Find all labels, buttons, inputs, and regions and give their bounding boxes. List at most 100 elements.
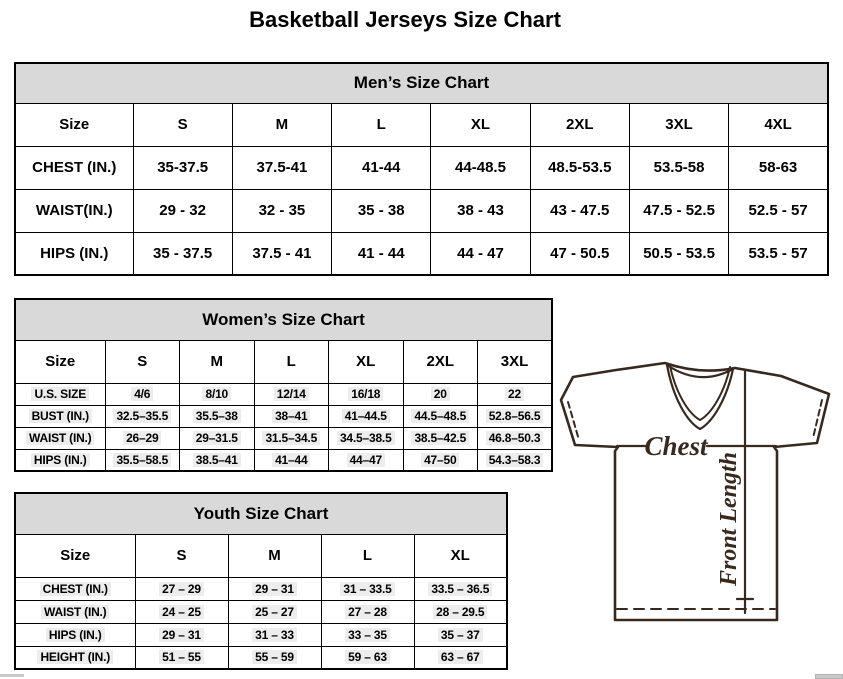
size-value-cell: 32 - 35 bbox=[231, 188, 333, 233]
size-header: XL bbox=[430, 102, 531, 147]
size-value-cell: 52.8–56.5 bbox=[477, 404, 553, 428]
table-title: Youth Size Chart bbox=[14, 492, 508, 535]
size-value-cell: 25 – 27 bbox=[227, 599, 322, 624]
size-header: M bbox=[227, 533, 322, 578]
size-value-cell: 29 – 31 bbox=[134, 622, 229, 647]
size-value-cell: 52.5 - 57 bbox=[728, 188, 829, 233]
size-value-cell: 55 – 59 bbox=[227, 645, 322, 670]
size-value-cell: 32.5–35.5 bbox=[104, 404, 180, 428]
size-value-cell: 50.5 - 53.5 bbox=[628, 231, 730, 276]
table-title-row: Youth Size Chart bbox=[14, 492, 508, 535]
size-value-cell: 20 bbox=[402, 382, 478, 406]
size-header: 3XL bbox=[628, 102, 730, 147]
size-header: S bbox=[104, 339, 180, 384]
size-column-label: Size bbox=[14, 339, 106, 384]
measurement-row: BUST (IN.) 32.5–35.5 35.5–38 38–41 41–44.5 44… bbox=[14, 404, 553, 428]
table-title: Women’s Size Chart bbox=[14, 298, 553, 341]
size-value-cell: 12/14 bbox=[253, 382, 329, 406]
size-value-cell: 16/18 bbox=[328, 382, 404, 406]
size-header: L bbox=[253, 339, 329, 384]
measurement-row: WAIST (IN.) 24 – 25 25 – 27 27 – 28 28 – 29.… bbox=[14, 599, 508, 624]
size-header: M bbox=[231, 102, 333, 147]
size-header: XL bbox=[413, 533, 508, 578]
size-value-cell: 35 - 38 bbox=[331, 188, 432, 233]
measurement-row: U.S. SIZE 4/6 8/10 12/14 16/18 20 22 bbox=[14, 382, 553, 406]
size-value-cell: 22 bbox=[477, 382, 553, 406]
horizontal-scrollbar-fragment-left[interactable] bbox=[0, 674, 24, 677]
table-title: Men’s Size Chart bbox=[14, 62, 829, 104]
size-value-cell: 63 – 67 bbox=[413, 645, 508, 670]
size-value-cell: 43 - 47.5 bbox=[529, 188, 630, 233]
size-header: 4XL bbox=[728, 102, 829, 147]
column-header-row: Size S M L XL 2XL 3XL 4XL bbox=[14, 102, 829, 147]
size-header: M bbox=[179, 339, 255, 384]
jersey-measurement-diagram: Chest Front Length bbox=[556, 356, 843, 626]
measurement-row-label: WAIST (IN.) bbox=[14, 426, 106, 450]
size-value-cell: 24 – 25 bbox=[134, 599, 229, 624]
size-value-cell: 44–47 bbox=[328, 448, 404, 472]
size-value-cell: 54.3–58.3 bbox=[477, 448, 553, 472]
size-value-cell: 44.5–48.5 bbox=[402, 404, 478, 428]
size-column-label: Size bbox=[14, 102, 134, 147]
horizontal-scrollbar-fragment-right[interactable] bbox=[815, 674, 843, 679]
size-value-cell: 44-48.5 bbox=[430, 145, 531, 190]
measurement-row-label: BUST (IN.) bbox=[14, 404, 106, 428]
measurement-row: HIPS (IN.) 29 – 31 31 – 33 33 – 35 35 – 37 bbox=[14, 622, 508, 647]
size-value-cell: 31.5–34.5 bbox=[253, 426, 329, 450]
size-value-cell: 38 - 43 bbox=[430, 188, 531, 233]
size-value-cell: 27 – 28 bbox=[320, 599, 415, 624]
size-value-cell: 34.5–38.5 bbox=[328, 426, 404, 450]
size-value-cell: 31 – 33 bbox=[227, 622, 322, 647]
measurement-row: CHEST (IN.) 35-37.5 37.5-41 41-44 44-48.5 48.… bbox=[14, 145, 829, 190]
size-value-cell: 59 – 63 bbox=[320, 645, 415, 670]
youth-size-table: Youth Size Chart Size S M L XL CHEST (IN.) 27… bbox=[14, 492, 508, 670]
size-value-cell: 38–41 bbox=[253, 404, 329, 428]
size-value-cell: 46.8–50.3 bbox=[477, 426, 553, 450]
size-value-cell: 58-63 bbox=[728, 145, 829, 190]
size-value-cell: 35-37.5 bbox=[132, 145, 233, 190]
table-title-row: Men’s Size Chart bbox=[14, 62, 829, 104]
collar-rib-middle bbox=[665, 363, 735, 431]
size-header: 2XL bbox=[529, 102, 630, 147]
size-value-cell: 29 – 31 bbox=[227, 576, 322, 601]
size-value-cell: 41-44 bbox=[331, 145, 432, 190]
size-value-cell: 48.5-53.5 bbox=[529, 145, 630, 190]
column-header-row: Size S M L XL 2XL 3XL bbox=[14, 339, 553, 384]
measurement-row-label: HIPS (IN.) bbox=[14, 448, 106, 472]
measurement-row-label: HEIGHT (IN.) bbox=[14, 645, 136, 670]
size-value-cell: 31 – 33.5 bbox=[320, 576, 415, 601]
size-value-cell: 28 – 29.5 bbox=[413, 599, 508, 624]
measurement-row: CHEST (IN.) 27 – 29 29 – 31 31 – 33.5 33.5 –… bbox=[14, 576, 508, 601]
size-value-cell: 4/6 bbox=[104, 382, 180, 406]
size-value-cell: 53.5 - 57 bbox=[728, 231, 829, 276]
size-value-cell: 27 – 29 bbox=[134, 576, 229, 601]
size-value-cell: 37.5 - 41 bbox=[231, 231, 333, 276]
measurement-row-label: WAIST(IN.) bbox=[14, 188, 134, 233]
size-value-cell: 38.5–42.5 bbox=[402, 426, 478, 450]
chest-label: Chest bbox=[644, 431, 709, 461]
size-value-cell: 41 - 44 bbox=[331, 231, 432, 276]
measurement-row: HEIGHT (IN.) 51 – 55 55 – 59 59 – 63 63 – 67 bbox=[14, 645, 508, 670]
collar-rib-inner bbox=[669, 365, 731, 421]
right-cuff-dashed-line bbox=[812, 399, 823, 439]
measurement-row-label: HIPS (IN.) bbox=[14, 622, 136, 647]
size-header: 3XL bbox=[477, 339, 553, 384]
size-value-cell: 35.5–38 bbox=[179, 404, 255, 428]
left-cuff-dashed-line bbox=[567, 401, 580, 441]
size-header: 2XL bbox=[402, 339, 478, 384]
size-header: L bbox=[320, 533, 415, 578]
table-title-row: Women’s Size Chart bbox=[14, 298, 553, 341]
womens-size-table: Women’s Size Chart Size S M L XL 2XL 3XL U.S. … bbox=[14, 298, 553, 472]
measurement-row: WAIST (IN.) 26–29 29–31.5 31.5–34.5 34.5–38.… bbox=[14, 426, 553, 450]
size-column-label: Size bbox=[14, 533, 136, 578]
jersey-outline-shape bbox=[559, 361, 831, 622]
front-length-label: Front Length bbox=[716, 452, 742, 587]
size-value-cell: 51 – 55 bbox=[134, 645, 229, 670]
measurement-row: HIPS (IN.) 35.5–58.5 38.5–41 41–44 44–47 47–5… bbox=[14, 448, 553, 472]
measurement-row: WAIST(IN.) 29 - 32 32 - 35 35 - 38 38 - 43 43… bbox=[14, 188, 829, 233]
measurement-row-label: WAIST (IN.) bbox=[14, 599, 136, 624]
size-value-cell: 29 - 32 bbox=[132, 188, 233, 233]
size-value-cell: 35 – 37 bbox=[413, 622, 508, 647]
measurement-row-label: CHEST (IN.) bbox=[14, 576, 136, 601]
